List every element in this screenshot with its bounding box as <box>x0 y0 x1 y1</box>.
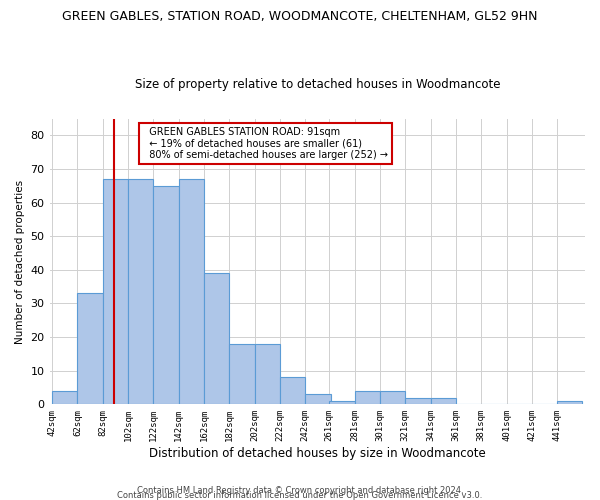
Title: Size of property relative to detached houses in Woodmancote: Size of property relative to detached ho… <box>134 78 500 91</box>
Bar <box>77 294 103 405</box>
Bar <box>103 179 128 404</box>
Bar <box>179 179 204 404</box>
Bar <box>280 378 305 404</box>
Text: GREEN GABLES STATION ROAD: 91sqm
  ← 19% of detached houses are smaller (61)
  8: GREEN GABLES STATION ROAD: 91sqm ← 19% o… <box>143 127 388 160</box>
Bar <box>204 273 229 404</box>
Y-axis label: Number of detached properties: Number of detached properties <box>15 180 25 344</box>
Text: Contains public sector information licensed under the Open Government Licence v3: Contains public sector information licen… <box>118 491 482 500</box>
X-axis label: Distribution of detached houses by size in Woodmancote: Distribution of detached houses by size … <box>149 447 485 460</box>
Bar <box>229 344 254 405</box>
Bar <box>431 398 456 404</box>
Bar <box>329 401 355 404</box>
Bar <box>405 398 431 404</box>
Text: Contains HM Land Registry data © Crown copyright and database right 2024.: Contains HM Land Registry data © Crown c… <box>137 486 463 495</box>
Bar <box>557 401 583 404</box>
Bar <box>128 179 154 404</box>
Bar <box>52 391 77 404</box>
Bar <box>355 391 380 404</box>
Text: GREEN GABLES, STATION ROAD, WOODMANCOTE, CHELTENHAM, GL52 9HN: GREEN GABLES, STATION ROAD, WOODMANCOTE,… <box>62 10 538 23</box>
Bar <box>380 391 405 404</box>
Bar <box>154 186 179 404</box>
Bar <box>254 344 280 405</box>
Bar <box>305 394 331 404</box>
